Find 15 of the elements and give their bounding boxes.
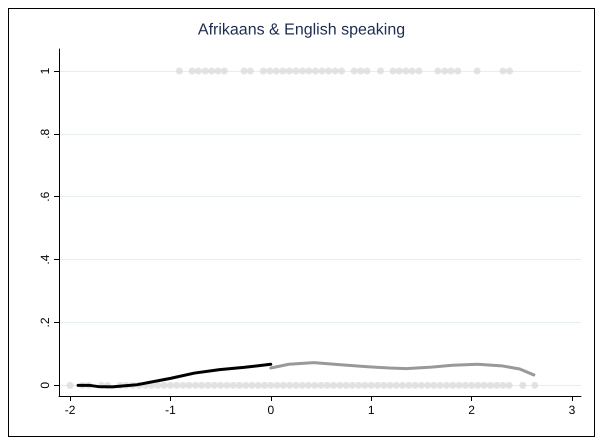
- x-tick-label: -1: [165, 403, 176, 417]
- x-tick-label: 0: [267, 403, 274, 417]
- line-series: [269, 361, 536, 376]
- y-tick-label: .6: [38, 191, 52, 202]
- chart-title: Afrikaans & English speaking: [198, 22, 406, 38]
- x-tick-label: -2: [64, 403, 76, 417]
- y-tick-label: .4: [38, 254, 52, 265]
- x-tick-label: 3: [568, 403, 576, 417]
- x-tick-label: 1: [368, 403, 375, 417]
- x-tick-label: 2: [468, 403, 476, 417]
- y-tick-label: 1: [38, 67, 52, 74]
- line-series: [76, 362, 272, 388]
- y-tick-label: 0: [38, 382, 52, 389]
- y-tick-label: .2: [38, 317, 52, 328]
- y-tick-label: .8: [38, 128, 52, 139]
